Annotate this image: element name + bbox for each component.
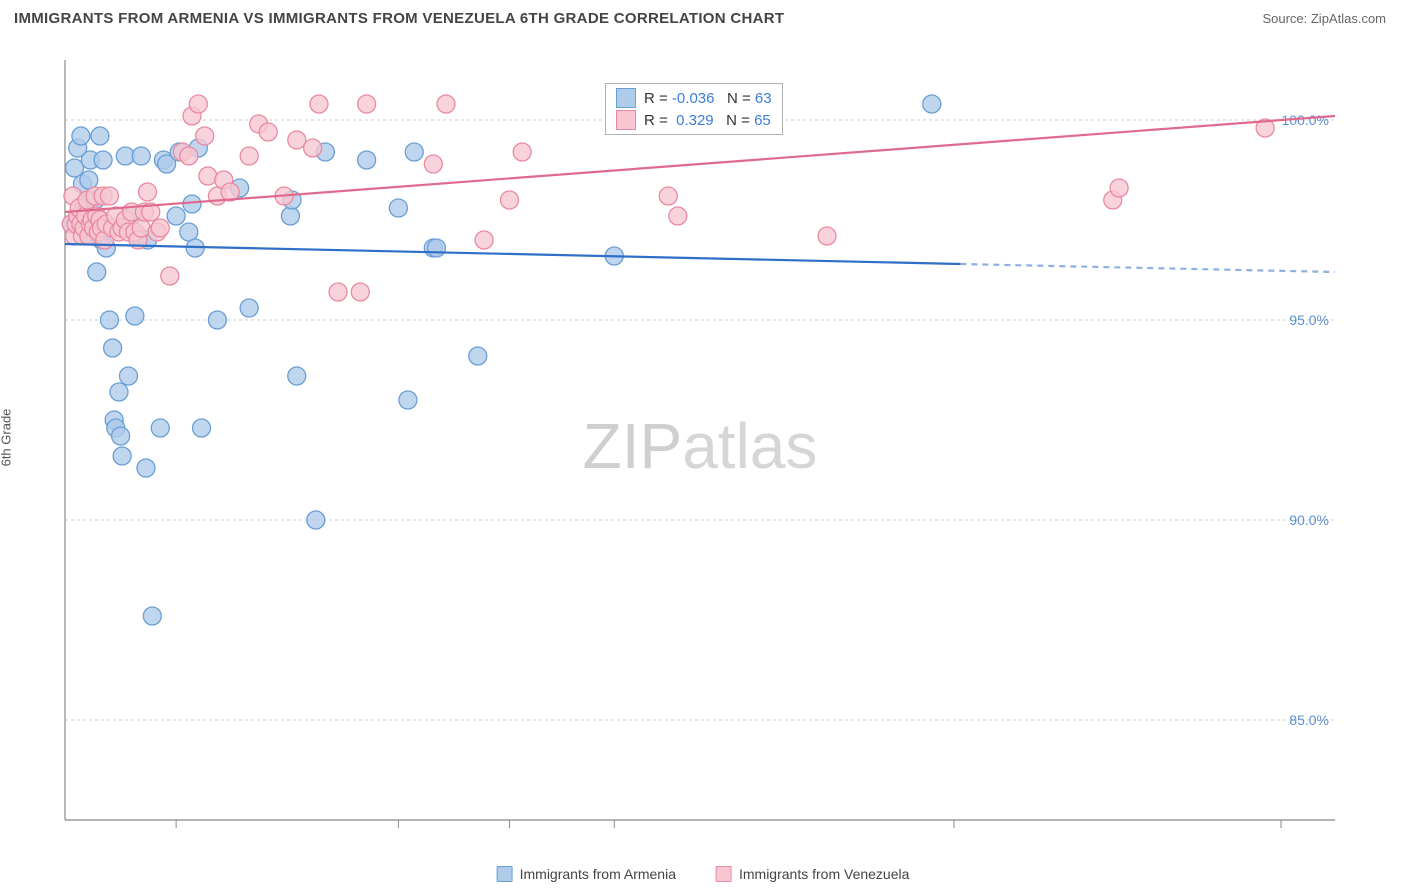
- chart-source: Source: ZipAtlas.com: [1262, 11, 1386, 26]
- y-axis-label: 6th Grade: [0, 409, 14, 467]
- svg-text:90.0%: 90.0%: [1289, 512, 1329, 528]
- legend-swatch-icon: [716, 866, 732, 882]
- chart-container: 85.0%90.0%95.0%100.0%ZIPatlas0.0%40.0%: [45, 40, 1385, 830]
- legend-bottom: Immigrants from Armenia Immigrants from V…: [497, 866, 910, 882]
- stats-text: R = 0.329 N = 65: [644, 112, 771, 129]
- stats-text: R = -0.036 N = 63: [644, 90, 772, 107]
- legend-item: Immigrants from Armenia: [497, 866, 676, 882]
- series-swatch-icon: [616, 110, 636, 130]
- legend-swatch-icon: [497, 866, 513, 882]
- legend-item: Immigrants from Venezuela: [716, 866, 909, 882]
- svg-text:85.0%: 85.0%: [1289, 712, 1329, 728]
- series-swatch-icon: [616, 88, 636, 108]
- stats-row: R = -0.036 N = 63: [616, 88, 772, 108]
- legend-label: Immigrants from Venezuela: [739, 866, 909, 882]
- chart-title: IMMIGRANTS FROM ARMENIA VS IMMIGRANTS FR…: [14, 10, 784, 27]
- stats-legend-box: R = -0.036 N = 63 R = 0.329 N = 65: [605, 83, 783, 135]
- scatter-chart: 85.0%90.0%95.0%100.0%ZIPatlas0.0%40.0%: [45, 40, 1385, 830]
- legend-label: Immigrants from Armenia: [520, 866, 676, 882]
- svg-text:ZIPatlas: ZIPatlas: [583, 410, 818, 482]
- chart-header: IMMIGRANTS FROM ARMENIA VS IMMIGRANTS FR…: [0, 0, 1406, 33]
- svg-text:95.0%: 95.0%: [1289, 312, 1329, 328]
- stats-row: R = 0.329 N = 65: [616, 110, 772, 130]
